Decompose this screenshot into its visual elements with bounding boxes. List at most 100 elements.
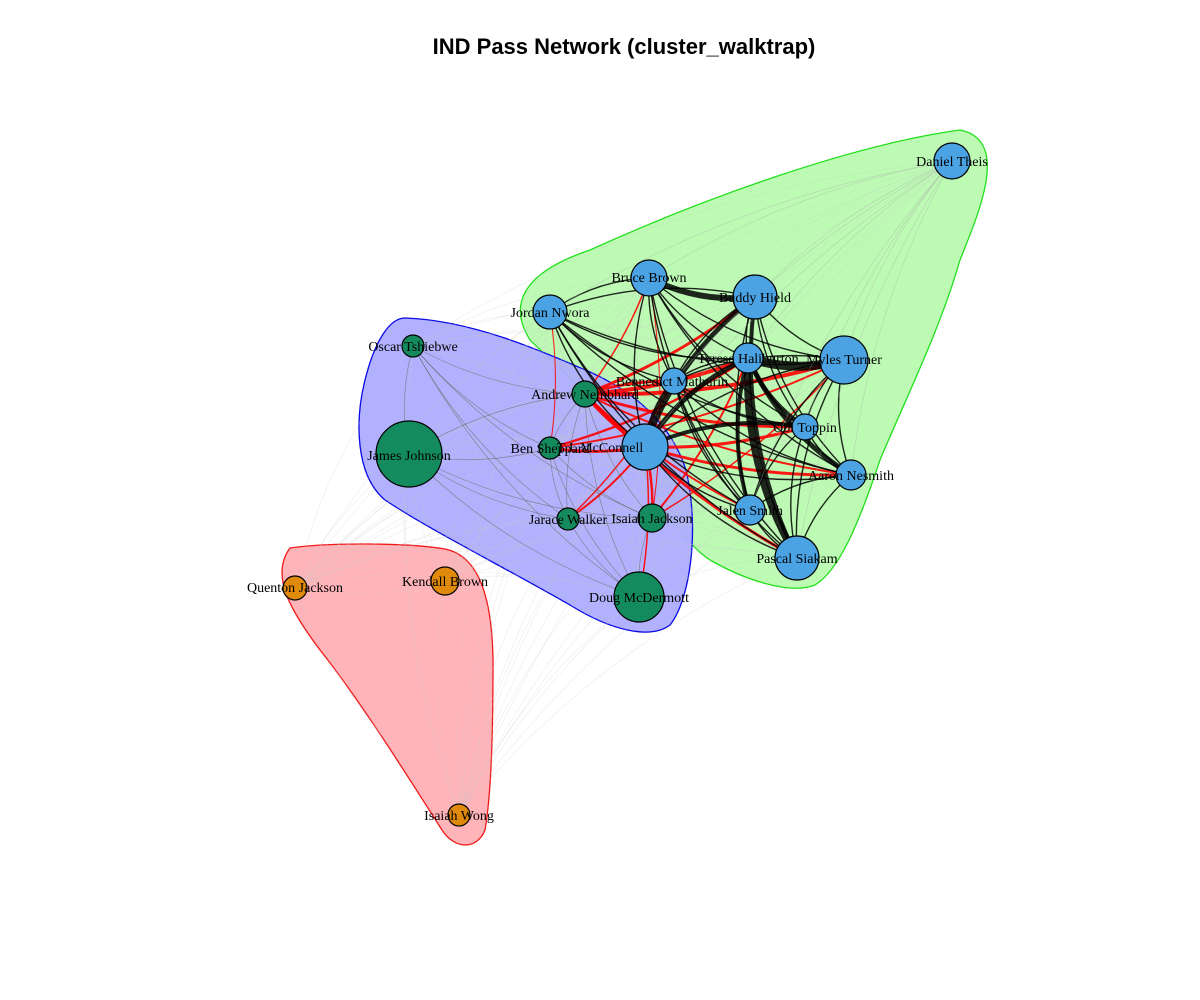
edge-faint (412, 326, 845, 361)
edge-faint (567, 426, 806, 520)
node-jarace-walker (556, 507, 580, 531)
edge-intra (549, 311, 749, 360)
edge-faint (749, 160, 953, 511)
edge-faint (444, 380, 675, 582)
label-tj-mcconnell: T.J. McConnell (557, 441, 644, 456)
label-james-johnson: James Johnson (367, 449, 451, 464)
edge-faint (408, 453, 798, 559)
node-bennedict-mathurin (660, 367, 688, 395)
edge-faint (549, 160, 953, 313)
edge-faint (644, 160, 953, 448)
node-ben-sheppard (538, 436, 562, 460)
edge-intra (412, 345, 586, 395)
edge-faint (458, 446, 646, 816)
label-buddy-hield: Buddy Hield (719, 291, 791, 306)
label-quenton-jackson: Quenton Jackson (247, 581, 343, 596)
edge-faint (436, 580, 460, 816)
label-isaiah-wong: Isaiah Wong (424, 809, 494, 824)
node-buddy-hield (732, 274, 778, 320)
edge-faint (648, 160, 953, 279)
edge-faint (402, 345, 460, 816)
edge-intra (412, 345, 653, 519)
edge-faint (444, 393, 586, 582)
node-doug-mcdermott (613, 571, 665, 623)
edge-inter (549, 359, 845, 449)
edge-faint (294, 571, 640, 598)
edge-faint (458, 277, 650, 816)
node-tyrese-haliburton (732, 342, 764, 374)
edge-faint (638, 426, 806, 598)
node-oscar-tshiebwe (401, 334, 425, 358)
edge-intra (673, 380, 798, 559)
edge-faint (444, 277, 650, 582)
edge-faint (843, 160, 953, 361)
label-obi-toppin: Obi Toppin (773, 421, 837, 436)
label-kendall-brown: Kendall Brown (402, 575, 488, 590)
edge-faint (444, 474, 852, 582)
edge-faint (294, 345, 414, 589)
label-myles-turner: Myles Turner (806, 353, 882, 368)
label-ben-sheppard: Ben Sheppard (511, 442, 590, 457)
edge-faint (444, 311, 551, 582)
edge-faint (458, 447, 551, 816)
edge-faint (294, 296, 756, 589)
label-jarace-walker: Jarace Walker (529, 513, 608, 528)
edge-faint (458, 509, 751, 816)
edge-faint (747, 160, 953, 359)
edge-intra (566, 393, 586, 520)
node-tj-mcconnell (621, 423, 669, 471)
node-andrew-nembhard (571, 380, 599, 408)
edge-intra (673, 380, 751, 511)
edge-faint (444, 446, 646, 582)
edge-faint (567, 359, 845, 520)
edge-faint (294, 516, 653, 589)
edge-faint (412, 345, 852, 476)
cluster-hulls (281, 129, 988, 846)
label-oscar-tshiebwe: Oscar Tshiebwe (368, 340, 457, 355)
edge-faint (294, 380, 675, 589)
edge-faint (294, 446, 646, 589)
edge-faint (567, 160, 953, 520)
node-james-johnson (375, 420, 443, 488)
edge-faint (294, 507, 751, 589)
edge-faint (294, 473, 852, 589)
label-bruce-brown: Bruce Brown (611, 271, 686, 286)
edge-faint (294, 580, 446, 595)
label-doug-mcdermott: Doug McDermott (589, 591, 689, 606)
node-isaiah-wong (447, 803, 471, 827)
edge-faint (444, 518, 569, 582)
edge-faint (567, 472, 852, 520)
edge-faint (444, 546, 798, 582)
node-jordan-nwora (532, 294, 568, 330)
edge-faint (404, 453, 460, 816)
node-quenton-jackson (282, 575, 308, 601)
edge-faint (549, 277, 650, 449)
edge-faint (294, 518, 569, 589)
edge-faint (294, 426, 806, 589)
label-andrew-nembhard: Andrew Nembhard (531, 388, 639, 403)
edge-faint (444, 517, 653, 582)
edge-faint (651, 160, 953, 519)
edge-faint (584, 160, 953, 395)
edge-faint (549, 440, 852, 476)
label-jordan-nwora: Jordan Nwora (511, 306, 591, 321)
edge-faint (549, 311, 640, 598)
node-kendall-brown (430, 566, 460, 596)
label-bennedict-mathurin: Bennedict Mathurin (616, 375, 728, 390)
node-myles-turner (819, 335, 869, 385)
edge-faint (294, 587, 460, 816)
edge-intra (408, 453, 640, 598)
node-daniel-theis (933, 142, 971, 180)
label-isaiah-jackson: Isaiah Jackson (611, 512, 692, 527)
edge-faint (444, 160, 953, 582)
edge-faint (549, 296, 756, 449)
edge-faint (456, 311, 551, 816)
edge-intra (549, 311, 852, 476)
nodes (282, 142, 971, 827)
edge-faint (458, 357, 749, 816)
edge-faint (412, 277, 650, 347)
edge-faint (408, 296, 756, 455)
node-jalen-smith (734, 494, 766, 526)
page-title: IND Pass Network (cluster_walktrap) (432, 34, 816, 59)
